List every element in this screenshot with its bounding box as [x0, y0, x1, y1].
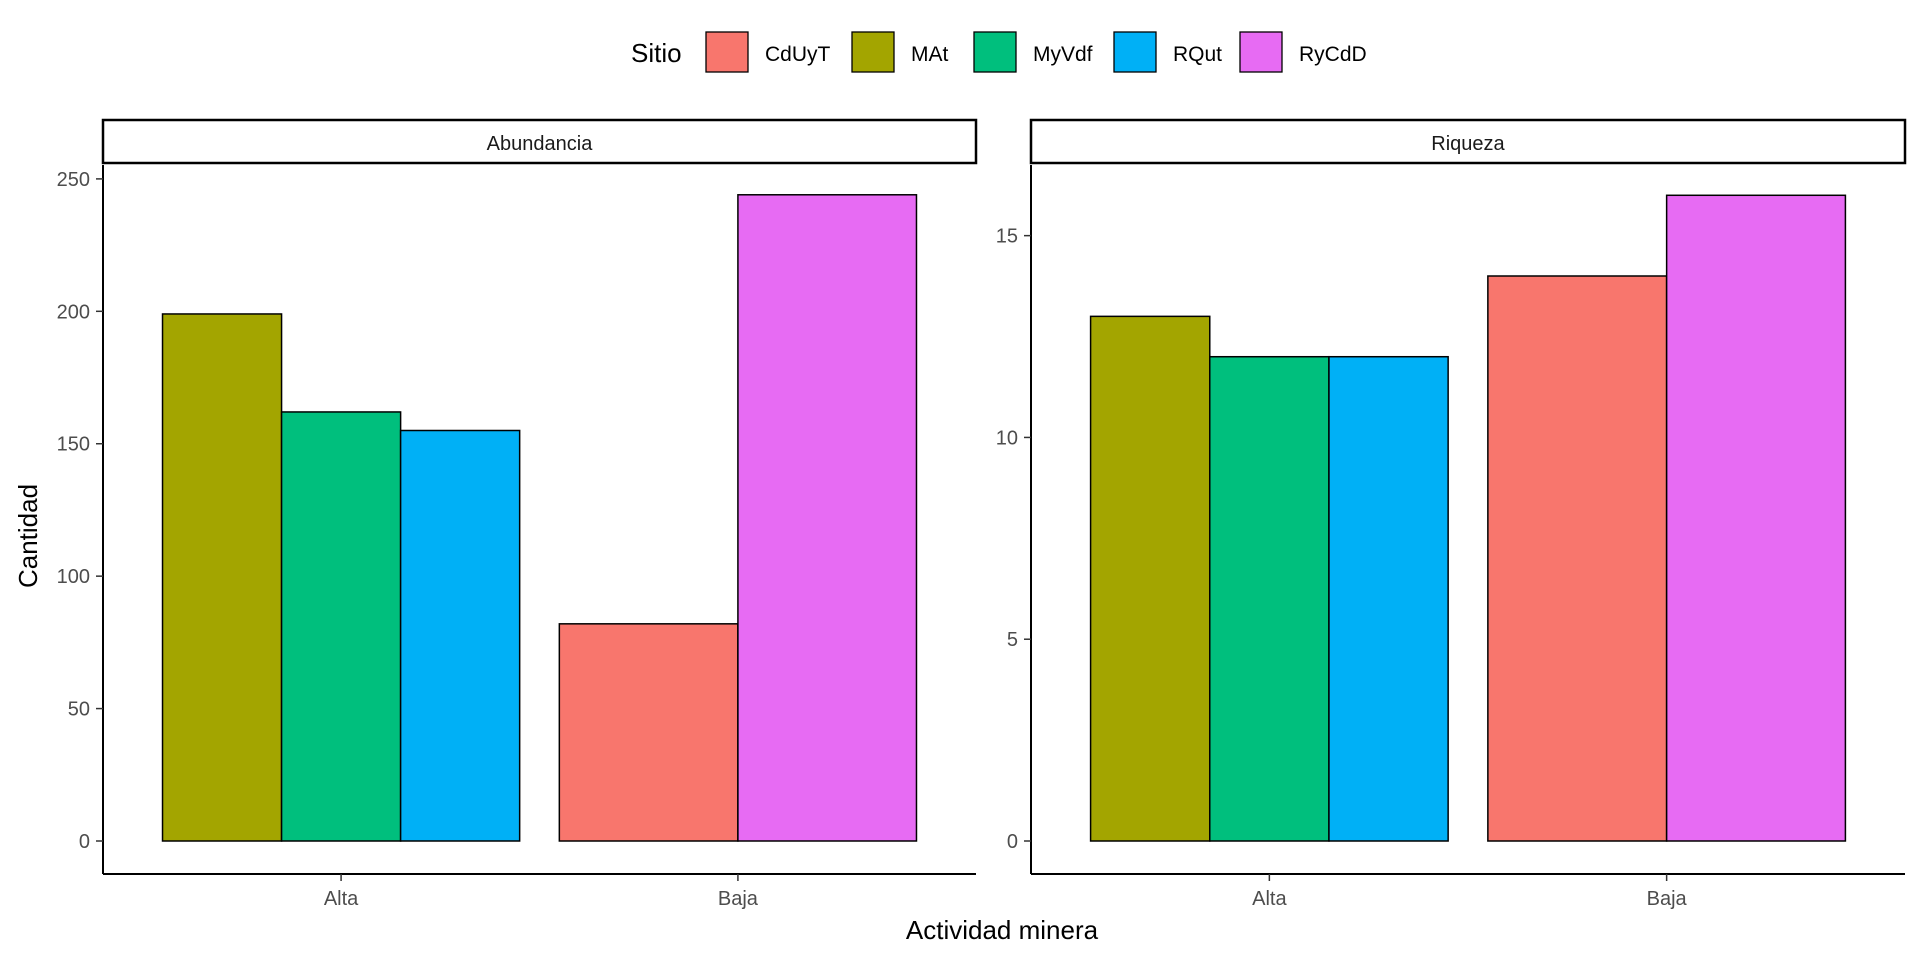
strip-riqueza: [1029, 118, 1907, 165]
legend-label-rqut: RQut: [1173, 43, 1222, 66]
legend-key-rycdd: [1239, 31, 1283, 73]
bar-riqueza-alta-mat: [1089, 315, 1211, 842]
bar-riqueza-alta-myvdf: [1209, 355, 1330, 842]
y-tick-label: 10: [996, 427, 1018, 449]
legend-key-cduyt: [705, 31, 749, 73]
legend-label-mat: MAt: [911, 43, 949, 66]
bar-abundancia-alta-mat: [161, 313, 283, 842]
bar-riqueza-baja-cduyt: [1487, 275, 1668, 842]
y-axis-title: Cantidad: [13, 484, 43, 588]
y-tick-label: 200: [57, 301, 90, 323]
x-tick-label: Baja: [718, 888, 759, 910]
x-axis-title: Actividad minera: [906, 915, 1099, 945]
legend-label-myvdf: MyVdf: [1033, 43, 1093, 66]
x-tick-label: Alta: [324, 888, 359, 910]
bar-abundancia-alta-myvdf: [280, 411, 402, 842]
bar-abundancia-alta-rqut: [399, 429, 521, 842]
y-tick-label: 0: [1007, 831, 1018, 853]
bar-riqueza-alta-rqut: [1328, 355, 1449, 842]
y-tick-label: 50: [68, 699, 90, 721]
bar-abundancia-baja-cduyt: [558, 623, 739, 842]
strip-label-abundancia: Abundancia: [487, 133, 594, 155]
y-tick-label: 15: [996, 226, 1018, 248]
legend-key-myvdf: [973, 31, 1017, 73]
bar-riqueza-baja-rycdd: [1665, 194, 1847, 842]
x-tick-label: Alta: [1252, 888, 1287, 910]
legend-label-cduyt: CdUyT: [765, 43, 831, 66]
x-tick-label: Baja: [1647, 888, 1688, 910]
strip-label-riqueza: Riqueza: [1431, 133, 1505, 155]
bar-abundancia-baja-rycdd: [737, 194, 918, 842]
panel-riqueza: Riqueza 0 5 10 15 Alta Baja: [996, 118, 1907, 910]
y-tick-label: 250: [57, 169, 90, 191]
y-tick-label: 0: [79, 831, 90, 853]
panel-abundancia: Abundancia 0 50 100 150 200 250 Alta Baja: [57, 118, 978, 910]
y-tick-label: 5: [1007, 629, 1018, 651]
y-tick-label: 150: [57, 434, 90, 456]
legend: Sitio CdUyT MAt MyVdf RQut RyCdD: [631, 31, 1367, 73]
strip-abundancia: [101, 118, 978, 165]
legend-label-rycdd: RyCdD: [1299, 43, 1367, 66]
legend-key-mat: [851, 31, 895, 73]
legend-title: Sitio: [631, 38, 682, 68]
legend-key-rqut: [1113, 31, 1157, 73]
y-tick-label: 100: [57, 566, 90, 588]
